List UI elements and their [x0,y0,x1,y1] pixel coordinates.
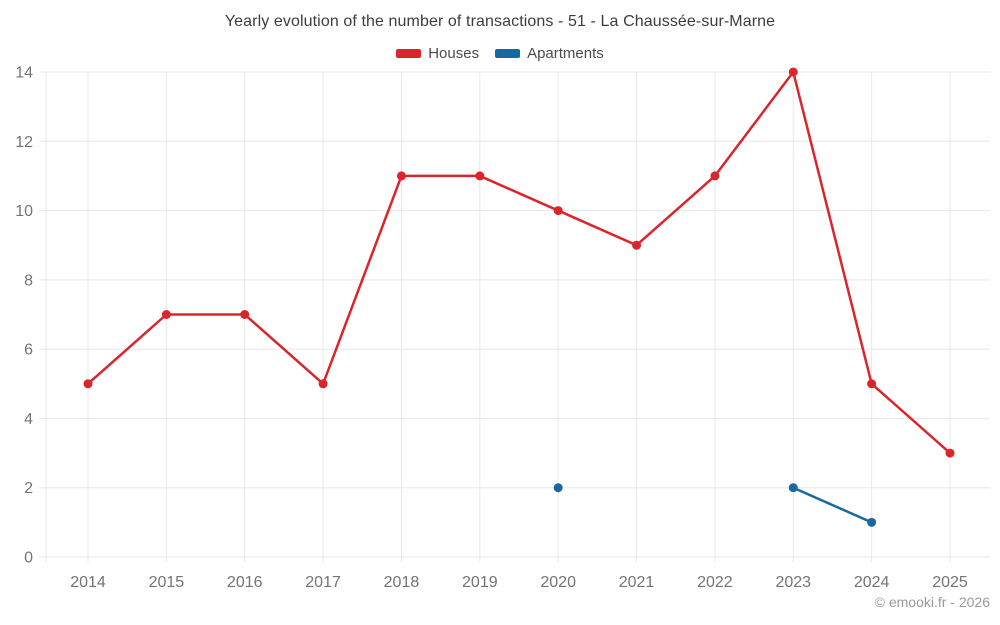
data-point-houses-2024[interactable] [867,379,877,389]
x-axis-tick-label: 2025 [932,574,968,591]
chart-title: Yearly evolution of the number of transa… [224,13,776,30]
data-point-apartments-2024[interactable] [867,517,877,527]
data-point-houses-2014[interactable] [83,379,93,389]
x-axis-tick-label: 2019 [462,574,498,591]
y-axis-tick-label: 14 [15,65,33,82]
houses-legend-swatch-icon [396,49,422,58]
series-line-apartments [792,486,873,524]
apartments-legend-swatch-icon [495,49,521,58]
legend-item-houses[interactable]: Houses [396,45,479,62]
data-point-houses-2020[interactable] [553,206,563,216]
data-point-houses-2022[interactable] [710,171,720,181]
data-point-houses-2019[interactable] [475,171,485,181]
x-axis-tick-label: 2015 [149,574,185,591]
x-axis-tick-label: 2014 [70,574,106,591]
y-axis-tick-label: 12 [15,134,33,151]
x-axis-tick-label: 2020 [540,574,576,591]
data-point-houses-2016[interactable] [240,310,250,319]
houses-legend-label: Houses [428,45,480,62]
data-point-houses-2018[interactable] [396,171,406,181]
series-line-houses [86,70,952,455]
y-axis-tick-label: 10 [15,203,33,220]
data-point-houses-2015[interactable] [161,310,171,319]
x-axis-tick-label: 2023 [775,574,811,591]
data-point-houses-2023[interactable] [788,67,798,77]
data-point-houses-2017[interactable] [318,379,328,389]
watermark: © emooki.fr - 2026 [874,594,990,610]
y-axis-tick-label: 2 [24,480,33,497]
x-axis-tick-label: 2021 [619,574,655,591]
x-axis-tick-label: 2018 [384,574,420,591]
x-axis-tick-label: 2016 [227,574,263,591]
data-point-houses-2021[interactable] [632,240,642,250]
legend-item-apartments[interactable]: Apartments [495,45,604,62]
apartments-legend-label: Apartments [527,45,604,62]
legend: Houses Apartments [0,45,1000,62]
y-axis-tick-label: 0 [24,550,33,567]
y-axis-tick-label: 8 [24,272,33,289]
x-axis-tick-label: 2022 [697,574,733,591]
x-axis-tick-label: 2017 [305,574,341,591]
data-point-houses-2025[interactable] [945,448,955,458]
y-axis-tick-label: 4 [24,411,33,428]
data-point-apartments-2023[interactable] [788,483,798,493]
data-point-apartments-2020[interactable] [553,483,563,493]
x-axis-tick-label: 2024 [854,574,890,591]
y-axis-tick-label: 6 [24,342,33,359]
